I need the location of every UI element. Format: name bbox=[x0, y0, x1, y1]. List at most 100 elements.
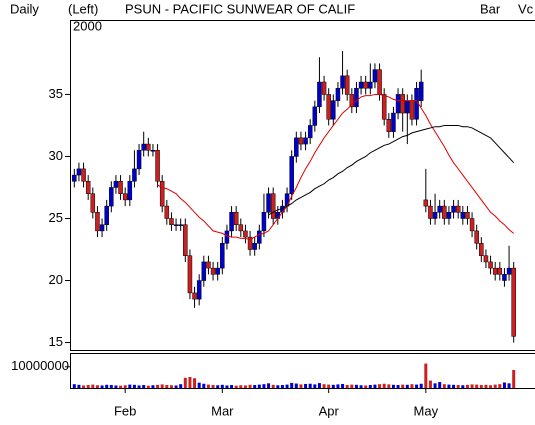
volume-bar bbox=[327, 384, 331, 388]
candle-body bbox=[261, 212, 267, 232]
candle-body bbox=[72, 174, 77, 182]
volume-bar bbox=[290, 382, 294, 388]
volume-bar bbox=[317, 383, 321, 388]
volume-panel-frame bbox=[70, 353, 535, 389]
volume-bar bbox=[465, 384, 469, 388]
candle-body bbox=[173, 224, 179, 226]
candle-body bbox=[344, 75, 350, 95]
candle-body bbox=[266, 193, 271, 213]
candle-body bbox=[307, 125, 313, 139]
volume-bar bbox=[489, 385, 493, 388]
candle-body bbox=[391, 112, 396, 132]
volume-bar bbox=[442, 384, 446, 388]
candle-body bbox=[224, 230, 230, 244]
volume-bar bbox=[313, 384, 317, 388]
candle-body bbox=[192, 292, 197, 300]
volume-bar bbox=[151, 385, 155, 388]
candle-body bbox=[206, 261, 211, 269]
volume-bar bbox=[95, 385, 99, 388]
candle-body bbox=[446, 212, 452, 219]
volume-bar bbox=[243, 385, 247, 388]
candle-body bbox=[127, 181, 133, 201]
volume-bar bbox=[77, 384, 81, 388]
volume-bar bbox=[248, 384, 252, 388]
candle-body bbox=[340, 75, 345, 89]
candle-body bbox=[372, 69, 378, 83]
volume-bar bbox=[410, 384, 414, 388]
volume-bar bbox=[433, 383, 437, 388]
volume-bar bbox=[179, 384, 183, 388]
volume-bar bbox=[109, 385, 113, 388]
candle-body bbox=[400, 94, 405, 114]
x-tick-label: May bbox=[414, 403, 439, 418]
volume-bar bbox=[359, 385, 363, 388]
candle-body bbox=[432, 212, 438, 219]
candle-body bbox=[146, 143, 151, 151]
candle-body bbox=[220, 243, 225, 269]
candle-body bbox=[354, 87, 359, 108]
candle-body bbox=[99, 224, 105, 232]
x-tick-label: Feb bbox=[114, 403, 136, 418]
volume-bar bbox=[216, 385, 220, 388]
volume-bar bbox=[72, 384, 76, 388]
y-tick-label: 30 bbox=[49, 148, 63, 163]
volume-bar bbox=[424, 363, 428, 388]
volume-bar bbox=[475, 384, 479, 388]
volume-bar bbox=[304, 383, 308, 388]
candle-body bbox=[183, 224, 188, 256]
chart-title: PSUN - PACIFIC SUNWEAR OF CALIF bbox=[125, 1, 355, 16]
candle-body bbox=[368, 81, 373, 89]
volume-bar bbox=[119, 385, 123, 388]
candle-body bbox=[469, 218, 475, 232]
candle-body bbox=[358, 81, 364, 89]
candle-body bbox=[386, 118, 392, 132]
candle-body bbox=[437, 205, 442, 213]
volume-bar bbox=[447, 384, 451, 388]
candle-body bbox=[465, 212, 470, 219]
volume-bar bbox=[123, 385, 127, 388]
volume-bar bbox=[174, 385, 178, 388]
candle-body bbox=[113, 181, 119, 188]
candle-body bbox=[497, 267, 503, 275]
candle-body bbox=[233, 212, 239, 225]
axis-side-label: (Left) bbox=[68, 1, 98, 16]
volume-bar bbox=[82, 385, 86, 388]
volume-bar bbox=[193, 378, 197, 388]
candle-body bbox=[331, 100, 336, 120]
volume-bar bbox=[396, 385, 400, 388]
volume-bar bbox=[137, 385, 141, 388]
volume-bar bbox=[368, 385, 372, 388]
moving-average-line bbox=[268, 124, 515, 216]
volume-bar bbox=[211, 385, 215, 388]
candle-body bbox=[317, 81, 322, 108]
volume-bar bbox=[345, 385, 349, 388]
candle-body bbox=[294, 137, 299, 157]
volume-bar bbox=[502, 382, 506, 388]
volume-bar bbox=[470, 384, 474, 388]
volume-bar bbox=[456, 385, 460, 388]
volume-bar bbox=[419, 383, 423, 388]
candle-body bbox=[298, 137, 304, 145]
candle-body bbox=[423, 199, 429, 207]
candle-body bbox=[451, 205, 456, 213]
volume-bar bbox=[373, 384, 377, 388]
candle-body bbox=[502, 274, 507, 281]
candle-body bbox=[289, 156, 294, 194]
volume-bar bbox=[493, 384, 497, 388]
volume-bar bbox=[267, 383, 271, 388]
volume-bar bbox=[160, 384, 164, 388]
candle-body bbox=[349, 94, 355, 108]
candle-body bbox=[196, 280, 202, 300]
candle-body bbox=[155, 150, 160, 182]
candle-body bbox=[483, 255, 489, 263]
volume-bar bbox=[271, 384, 275, 388]
year-label: 2000 bbox=[73, 18, 102, 33]
candle-body bbox=[187, 255, 193, 294]
volume-bar bbox=[461, 385, 465, 388]
candle-body bbox=[377, 69, 382, 95]
candle-body bbox=[474, 230, 479, 244]
volume-bar bbox=[262, 384, 266, 388]
candle-body bbox=[460, 212, 466, 219]
volume-bar bbox=[378, 384, 382, 388]
